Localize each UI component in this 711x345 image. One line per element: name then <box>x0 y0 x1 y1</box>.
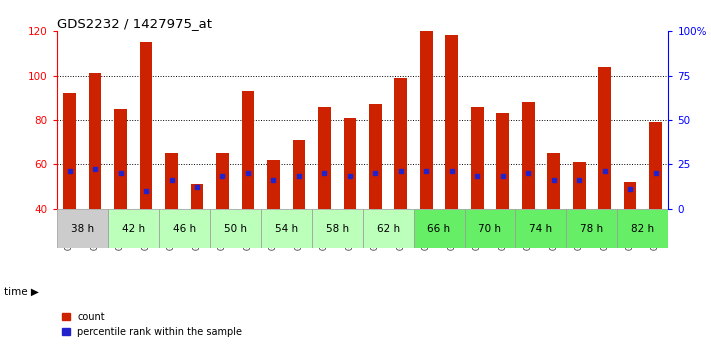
Text: 46 h: 46 h <box>173 224 196 234</box>
Bar <box>414 209 464 248</box>
Bar <box>649 122 662 209</box>
Bar <box>567 209 617 248</box>
Bar <box>318 107 331 209</box>
Text: 70 h: 70 h <box>479 224 501 234</box>
Bar <box>57 209 108 248</box>
Bar <box>617 209 668 248</box>
Bar <box>464 209 515 248</box>
Bar <box>89 73 102 209</box>
Bar <box>242 91 255 209</box>
Bar <box>522 102 535 209</box>
Text: 82 h: 82 h <box>631 224 654 234</box>
Bar <box>139 42 152 209</box>
Text: 62 h: 62 h <box>377 224 400 234</box>
Bar <box>624 182 636 209</box>
Bar <box>471 107 483 209</box>
Bar <box>114 109 127 209</box>
Bar <box>267 160 280 209</box>
Bar <box>363 209 414 248</box>
Text: 58 h: 58 h <box>326 224 348 234</box>
Text: 74 h: 74 h <box>530 224 552 234</box>
Bar <box>343 118 356 209</box>
Bar <box>496 113 509 209</box>
Bar <box>395 78 407 209</box>
Bar <box>108 209 159 248</box>
Text: 66 h: 66 h <box>427 224 451 234</box>
Text: 78 h: 78 h <box>580 224 604 234</box>
Text: 54 h: 54 h <box>274 224 298 234</box>
Text: time ▶: time ▶ <box>4 287 38 296</box>
Bar <box>515 209 567 248</box>
Bar <box>63 93 76 209</box>
Text: GDS2232 / 1427975_at: GDS2232 / 1427975_at <box>57 17 212 30</box>
Bar <box>165 153 178 209</box>
Bar <box>445 36 458 209</box>
Bar <box>598 67 611 209</box>
Bar <box>311 209 363 248</box>
Bar <box>573 162 586 209</box>
Legend: count, percentile rank within the sample: count, percentile rank within the sample <box>62 312 242 337</box>
Bar <box>369 105 382 209</box>
Bar <box>547 153 560 209</box>
Text: 38 h: 38 h <box>71 224 94 234</box>
Bar <box>216 153 229 209</box>
Bar <box>292 140 305 209</box>
Bar <box>191 185 203 209</box>
Text: 42 h: 42 h <box>122 224 145 234</box>
Bar <box>420 31 433 209</box>
Bar <box>210 209 261 248</box>
Bar <box>261 209 311 248</box>
Bar <box>159 209 210 248</box>
Text: 50 h: 50 h <box>224 224 247 234</box>
